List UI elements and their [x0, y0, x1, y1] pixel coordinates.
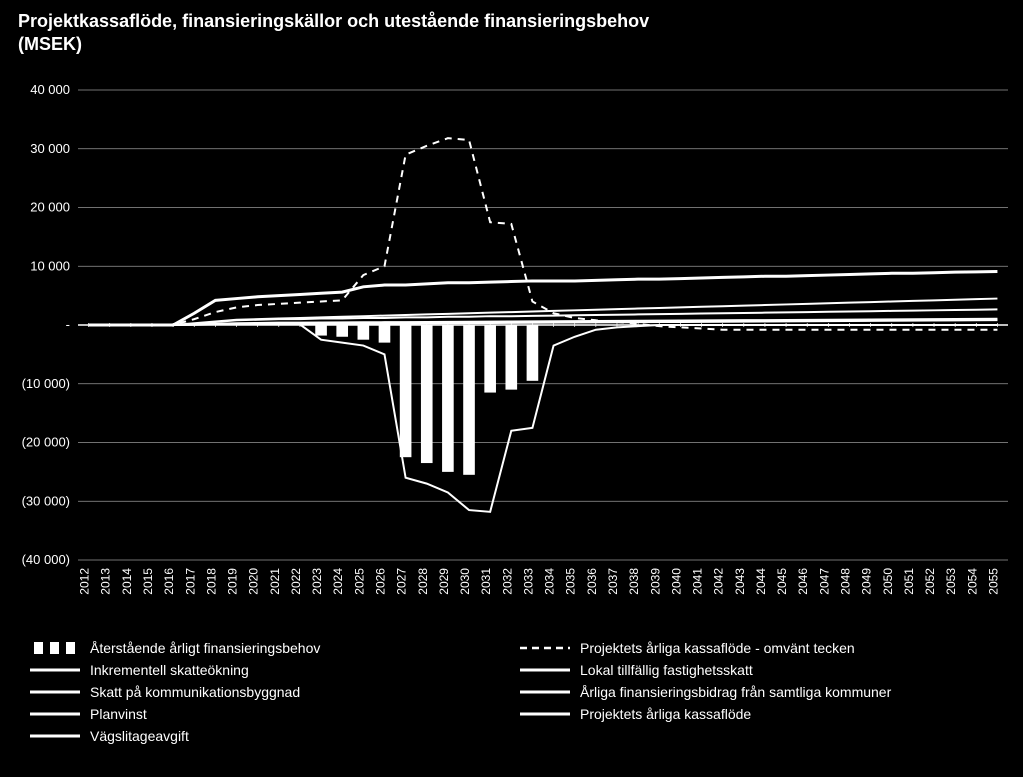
- svg-text:40 000: 40 000: [30, 82, 70, 97]
- legend-swatch: [30, 663, 80, 677]
- svg-text:2012: 2012: [78, 568, 92, 595]
- legend-swatch: [520, 685, 570, 699]
- svg-text:2033: 2033: [521, 568, 535, 595]
- legend-swatch: [520, 641, 570, 655]
- svg-text:2035: 2035: [564, 568, 578, 595]
- svg-text:2016: 2016: [162, 568, 176, 595]
- svg-text:2020: 2020: [247, 568, 261, 595]
- svg-text:2048: 2048: [838, 568, 852, 595]
- legend-item: Årliga finansieringsbidrag från samtliga…: [520, 684, 990, 700]
- svg-text:2024: 2024: [331, 568, 345, 595]
- legend-item: Projektets årliga kassaflöde: [520, 706, 990, 722]
- svg-text:2034: 2034: [543, 568, 557, 595]
- svg-text:2026: 2026: [373, 568, 387, 595]
- svg-text:2023: 2023: [310, 568, 324, 595]
- legend-label: Vägslitageavgift: [90, 728, 189, 744]
- legend-item: Skatt på kommunikationsbyggnad: [30, 684, 500, 700]
- svg-text:2044: 2044: [754, 568, 768, 595]
- svg-text:2028: 2028: [416, 568, 430, 595]
- svg-text:2039: 2039: [648, 568, 662, 595]
- chart-container: Projektkassaflöde, finansieringskällor o…: [0, 0, 1023, 777]
- legend-label: Lokal tillfällig fastighetsskatt: [580, 662, 753, 678]
- svg-text:(40 000): (40 000): [22, 552, 70, 567]
- legend-label: Planvinst: [90, 706, 147, 722]
- chart-legend: Återstående årligt finansieringsbehov Pro…: [30, 640, 990, 744]
- svg-text:2042: 2042: [712, 568, 726, 595]
- svg-text:20 000: 20 000: [30, 200, 70, 215]
- svg-text:2029: 2029: [437, 568, 451, 595]
- svg-text:2030: 2030: [458, 568, 472, 595]
- svg-text:2054: 2054: [965, 568, 979, 595]
- legend-label: Projektets årliga kassaflöde - omvänt te…: [580, 640, 855, 656]
- chart-plot-area: (40 000) (30 000) (20 000) (10 000) - 10 000 2…: [0, 70, 1023, 630]
- chart-title: Projektkassaflöde, finansieringskällor o…: [18, 10, 649, 55]
- legend-label: Skatt på kommunikationsbyggnad: [90, 684, 300, 700]
- svg-text:(20 000): (20 000): [22, 435, 70, 450]
- legend-swatch: [520, 663, 570, 677]
- legend-label: Årliga finansieringsbidrag från samtliga…: [580, 684, 891, 700]
- svg-text:30 000: 30 000: [30, 141, 70, 156]
- svg-text:(30 000): (30 000): [22, 493, 70, 508]
- legend-item: Vägslitageavgift: [30, 728, 500, 744]
- svg-text:2053: 2053: [944, 568, 958, 595]
- legend-item: Projektets årliga kassaflöde - omvänt te…: [520, 640, 990, 656]
- legend-swatch: [30, 707, 80, 721]
- svg-text:2049: 2049: [860, 568, 874, 595]
- svg-text:2027: 2027: [395, 568, 409, 595]
- svg-text:2014: 2014: [120, 568, 134, 595]
- svg-text:2037: 2037: [606, 568, 620, 595]
- svg-text:2046: 2046: [796, 568, 810, 595]
- svg-text:2038: 2038: [627, 568, 641, 595]
- svg-text:2047: 2047: [817, 568, 831, 595]
- svg-text:2043: 2043: [733, 568, 747, 595]
- legend-label: Återstående årligt finansieringsbehov: [90, 640, 320, 656]
- svg-text:2013: 2013: [99, 568, 113, 595]
- legend-item: Planvinst: [30, 706, 500, 722]
- svg-text:2052: 2052: [923, 568, 937, 595]
- svg-text:2018: 2018: [204, 568, 218, 595]
- svg-text:2015: 2015: [141, 568, 155, 595]
- svg-text:2019: 2019: [226, 568, 240, 595]
- legend-swatch: [30, 685, 80, 699]
- svg-text:2051: 2051: [902, 568, 916, 595]
- legend-item: Inkrementell skatteökning: [30, 662, 500, 678]
- svg-text:2022: 2022: [289, 568, 303, 595]
- legend-label: Inkrementell skatteökning: [90, 662, 249, 678]
- svg-text:10 000: 10 000: [30, 258, 70, 273]
- chart-svg: (40 000) (30 000) (20 000) (10 000) - 10 000 2…: [0, 70, 1023, 630]
- legend-item: Lokal tillfällig fastighetsskatt: [520, 662, 990, 678]
- svg-text:2017: 2017: [183, 568, 197, 595]
- svg-text:(10 000): (10 000): [22, 376, 70, 391]
- svg-text:2021: 2021: [268, 568, 282, 595]
- svg-text:2031: 2031: [479, 568, 493, 595]
- legend-label: Projektets årliga kassaflöde: [580, 706, 751, 722]
- legend-item: Återstående årligt finansieringsbehov: [30, 640, 500, 656]
- svg-text:2036: 2036: [585, 568, 599, 595]
- legend-swatch: [30, 729, 80, 743]
- svg-text:2032: 2032: [500, 568, 514, 595]
- svg-text:2025: 2025: [352, 568, 366, 595]
- legend-swatch: [520, 707, 570, 721]
- legend-swatch: [30, 641, 80, 655]
- svg-text:2055: 2055: [986, 568, 1000, 595]
- svg-text:2041: 2041: [691, 568, 705, 595]
- svg-text:2045: 2045: [775, 568, 789, 595]
- svg-text:2040: 2040: [669, 568, 683, 595]
- svg-text:2050: 2050: [881, 568, 895, 595]
- svg-text:-: -: [66, 317, 70, 332]
